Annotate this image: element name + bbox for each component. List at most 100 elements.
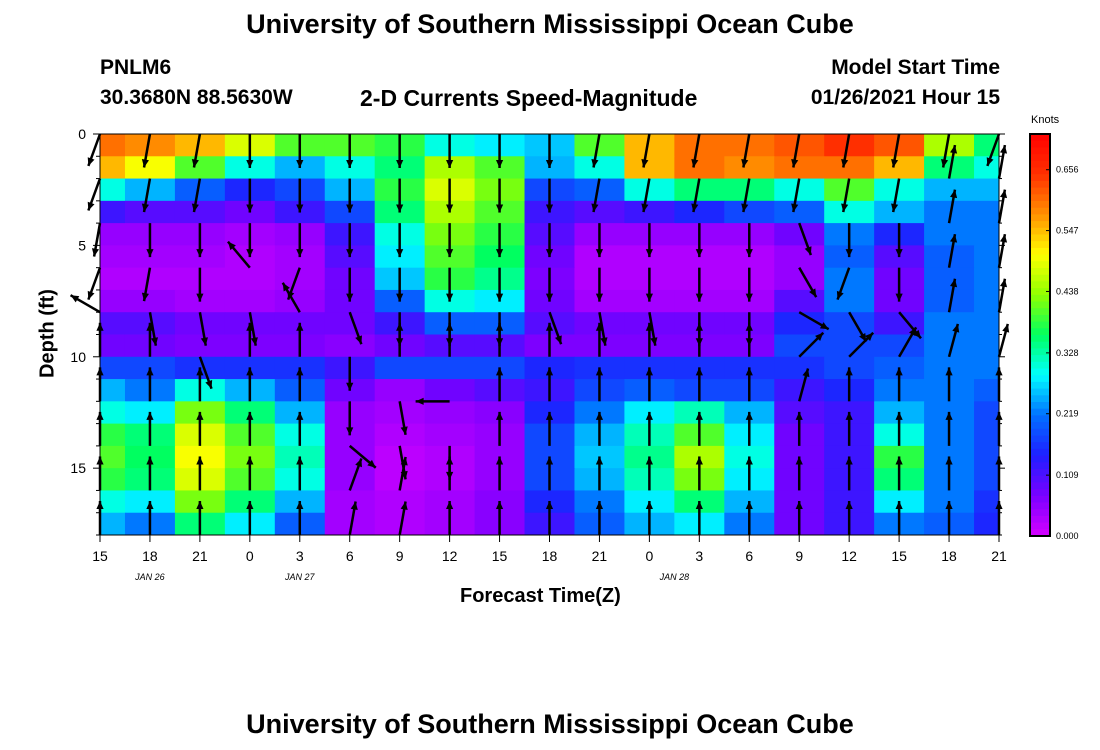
colorbar-swatch [1030, 281, 1050, 289]
current-vector [745, 501, 753, 535]
heat-cell [974, 445, 1000, 469]
current-vector [396, 223, 404, 258]
x-tick-label: 9 [795, 548, 803, 564]
current-vector [198, 312, 208, 346]
current-vector [348, 444, 377, 469]
current-vector [947, 323, 960, 358]
heat-cell [100, 312, 126, 335]
heat-cell [774, 334, 825, 358]
current-vector [895, 223, 903, 258]
x-tick-label: 21 [991, 548, 1007, 564]
heat-cell [824, 200, 875, 224]
current-vector [346, 401, 354, 436]
y-tick-label: 10 [70, 349, 86, 365]
heat-cell [974, 178, 1000, 202]
heat-cell [624, 178, 675, 202]
heat-cell [924, 200, 975, 224]
colorbar-swatch [1030, 475, 1050, 483]
colorbar-swatch [1030, 375, 1050, 383]
heat-cell [100, 134, 126, 157]
heat-cell [974, 156, 1000, 180]
heat-cell [100, 289, 126, 313]
x-axis-label: Forecast Time(Z) [460, 585, 621, 607]
current-vector [348, 311, 363, 345]
current-vector [191, 133, 202, 168]
current-vector [148, 312, 159, 346]
heat-cell [924, 134, 975, 157]
heat-cell [974, 423, 1000, 447]
heat-cell [174, 178, 226, 202]
heat-cell [824, 289, 875, 313]
colorbar-swatch [1030, 274, 1050, 282]
heat-cell [374, 356, 426, 380]
x-tick-label: 6 [745, 548, 753, 564]
current-vector [246, 367, 254, 402]
current-vector [591, 133, 601, 168]
current-vector [641, 133, 651, 168]
colorbar-swatch [1030, 167, 1050, 175]
current-vector [246, 134, 254, 168]
x-tick-label: 6 [346, 548, 354, 564]
current-vector [595, 267, 604, 302]
current-vector [146, 411, 154, 446]
heat-cell [874, 156, 925, 180]
current-vector [396, 178, 404, 213]
colorbar-swatch [1030, 160, 1050, 169]
colorbar-swatch [1030, 321, 1050, 329]
heat-cell [324, 512, 376, 536]
colorbar-swatch [1030, 174, 1050, 182]
current-vector [745, 322, 753, 357]
current-vector [798, 222, 813, 256]
current-vector [446, 456, 454, 491]
current-vector [495, 267, 504, 302]
heat-cell [100, 223, 126, 246]
current-vector [446, 223, 454, 258]
current-vector [545, 223, 554, 258]
colorbar-swatch [1030, 469, 1050, 477]
current-vector [795, 501, 803, 535]
colorbar-swatch [1030, 154, 1050, 162]
heat-cell [924, 156, 975, 180]
colorbar-swatch [1030, 194, 1050, 202]
current-vector [891, 178, 901, 213]
current-vector [798, 331, 825, 358]
heat-cell [574, 134, 625, 157]
heat-cell [324, 445, 376, 469]
heat-cell [100, 512, 126, 536]
y-axis-label: Depth (ft) [36, 289, 59, 378]
x-tick-label: 18 [542, 548, 558, 564]
heat-cell [224, 267, 276, 291]
station-id: PNLM6 [100, 56, 172, 79]
heat-cell [924, 223, 975, 246]
heat-cell [274, 267, 326, 291]
current-vector [141, 267, 152, 302]
colorbar-swatch [1030, 482, 1050, 490]
current-vector [895, 267, 903, 302]
current-vector [798, 368, 810, 402]
current-vector [945, 456, 953, 491]
current-vector [648, 312, 658, 346]
colorbar-swatch [1030, 147, 1050, 155]
current-vector [446, 178, 454, 213]
current-vector [346, 223, 354, 258]
heat-cell [874, 200, 925, 224]
heat-cell [974, 512, 1000, 536]
current-vector [495, 501, 504, 535]
heat-cell [374, 445, 426, 469]
current-vector [246, 456, 254, 491]
current-vector [798, 311, 830, 331]
colorbar-swatch [1030, 254, 1050, 262]
current-vector [346, 267, 354, 302]
current-vector [745, 223, 753, 258]
current-vector [446, 267, 454, 302]
colorbar-swatch [1030, 134, 1050, 142]
current-vector [91, 222, 102, 257]
current-vector [495, 456, 504, 491]
heat-cell [124, 134, 176, 157]
heat-cell [624, 134, 675, 157]
heat-cell [374, 490, 426, 514]
current-vector [446, 322, 454, 357]
x-tick-label: 3 [695, 548, 703, 564]
colorbar-swatch [1030, 408, 1050, 416]
current-vector [545, 456, 554, 491]
